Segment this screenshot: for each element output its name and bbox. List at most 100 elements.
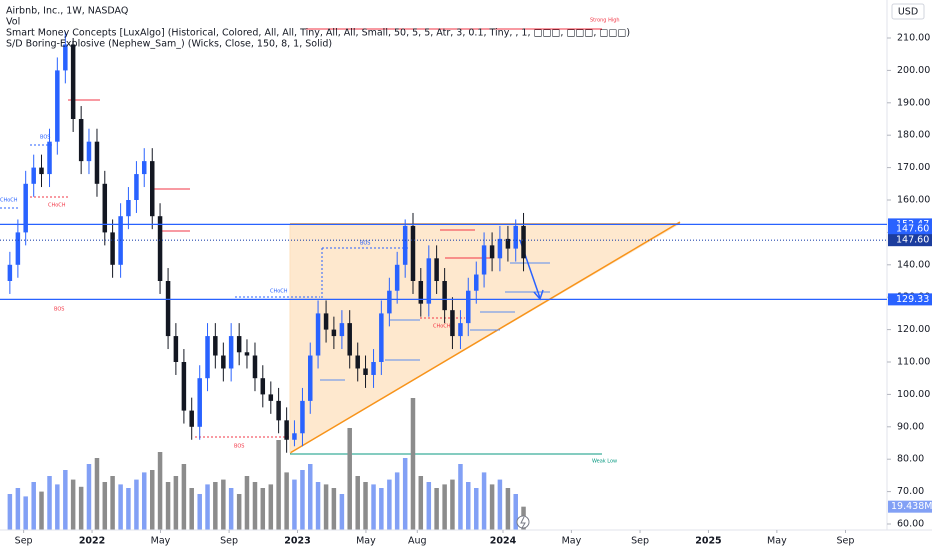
currency: USD (898, 7, 918, 18)
volume-bar (371, 484, 376, 530)
volume-bar (347, 428, 352, 530)
currency-box[interactable] (891, 3, 925, 20)
event-icon-bolt (520, 516, 526, 529)
x-tick-label: 2022 (79, 536, 105, 547)
volume-bar (165, 482, 171, 530)
candle-body (78, 119, 84, 162)
volume-bar (213, 482, 218, 530)
candle-body (31, 167, 36, 184)
candle-body (228, 336, 234, 369)
x-tick-label: 2023 (284, 536, 310, 547)
x-tick-label: May (562, 536, 582, 547)
volume-bar (339, 494, 345, 530)
candle-body (331, 329, 337, 337)
candle-body (363, 368, 368, 375)
candle-body (300, 400, 305, 434)
volume-bar (94, 458, 100, 530)
volume-bar (308, 464, 313, 530)
y-tick-label: 100.00 (897, 389, 930, 400)
candle-body (355, 355, 360, 369)
volume-bar (63, 470, 68, 530)
y-tick-label: 110.00 (897, 357, 930, 368)
y-tick-label: 140.00 (897, 259, 930, 270)
y-tick-label: 90.00 (897, 421, 924, 432)
candle-body (276, 400, 281, 421)
volume-bar (86, 464, 92, 530)
x-tick-label: Sep (631, 536, 649, 547)
annotation: CHoCH (433, 324, 451, 330)
price-label: 147.60 (896, 235, 929, 246)
volume-bar (118, 484, 123, 530)
x-tick-label: May (767, 536, 787, 547)
indicator: Smart Money Concepts [LuxAlgo] (Historic… (6, 28, 630, 39)
volume-bar (276, 440, 281, 530)
candle-body (418, 281, 424, 304)
candle-body (244, 352, 250, 356)
candle-body (165, 281, 171, 337)
annotation: BOS (54, 307, 64, 313)
volume-bar (458, 464, 463, 530)
volume-bar (70, 479, 76, 530)
y-tick-label: 210.00 (897, 33, 930, 44)
volume-bar (379, 488, 384, 530)
y-tick-label: 120.00 (897, 324, 930, 335)
candle-body (15, 232, 21, 265)
volume-bar (489, 484, 495, 530)
price-label-bg (888, 223, 932, 236)
volume-bar (284, 472, 289, 530)
volume-bar (78, 486, 84, 530)
candle-body (86, 141, 92, 162)
volume-bar (7, 494, 13, 530)
volume-bar (410, 398, 416, 530)
volume-bar (228, 488, 234, 530)
candle-body (213, 336, 218, 356)
x-tick-label: Sep (15, 536, 33, 547)
annotation: Strong High (590, 18, 620, 24)
volume-bar (134, 479, 139, 530)
volume-bar (315, 482, 321, 530)
candle-body (221, 355, 226, 369)
volume-bar (102, 482, 108, 530)
event-icon[interactable] (516, 515, 530, 529)
volume-bar (181, 464, 187, 530)
y-tick-label: 70.00 (897, 486, 924, 497)
candle-body (7, 264, 13, 281)
volume-bar (292, 479, 297, 530)
candle-body (323, 313, 329, 330)
volume-bar (47, 476, 52, 530)
volume-bar (497, 479, 503, 530)
chart-title: Airbnb, Inc., 1W, NASDAQ (6, 6, 128, 17)
volume-bar (55, 484, 60, 530)
volume-bar (323, 484, 329, 530)
volume-bar (252, 482, 258, 530)
candle-body (521, 225, 526, 259)
candle-body (157, 216, 163, 281)
candle-body (47, 141, 52, 175)
candle-body (102, 183, 108, 233)
candle-body (55, 70, 60, 142)
volume-bar (157, 452, 163, 530)
volume-bar (466, 482, 471, 530)
candle-body (150, 161, 155, 217)
volume-bar (513, 494, 518, 530)
volume-bar (141, 472, 147, 530)
volume-bar (221, 479, 226, 530)
volume-bar (150, 470, 155, 530)
plot-area (7, 31, 526, 530)
candle-body (402, 225, 408, 265)
volume-label-bg (888, 500, 932, 513)
candle-body (474, 274, 479, 291)
candle-body (292, 433, 297, 440)
candle-body (450, 310, 455, 337)
volume-bar (355, 476, 360, 530)
price-label: 129.33 (896, 294, 929, 305)
candle-body (110, 232, 115, 265)
volume-bar (31, 482, 36, 530)
candle-body (181, 362, 187, 411)
candle-body (205, 336, 210, 379)
annotation: CHoCH (48, 203, 66, 209)
candle-body (434, 258, 439, 281)
candle-body (134, 174, 139, 200)
y-tick-label: 180.00 (897, 130, 930, 141)
